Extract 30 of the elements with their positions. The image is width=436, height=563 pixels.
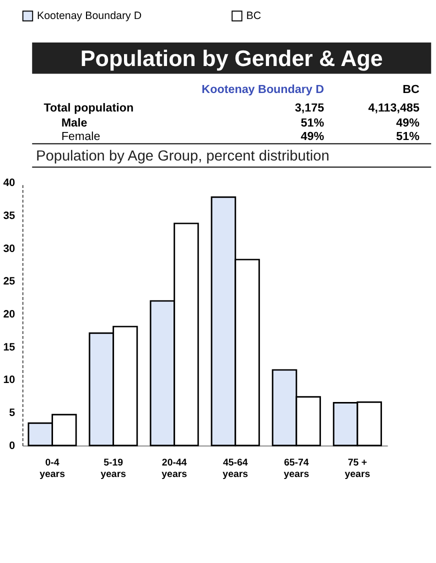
y-tick-label: 25 [3,276,16,288]
chart-title: Population by Gender & Age [80,46,383,71]
text: 51% [396,130,420,143]
x-tick-label: 75 + years [344,457,370,480]
text: Male [61,116,88,130]
text: 49% [300,130,325,143]
y-tick-label: 20 [3,308,16,320]
text: 51% [300,116,325,130]
y-tick-label: 15 [3,341,16,354]
y-tick-label: 5 [9,407,16,420]
text: 4,113,485 [368,102,420,115]
x-tick-label: 65-74 years [284,457,310,480]
legend-label: BC [246,10,262,22]
text: BC [402,83,420,96]
text: Female [61,130,100,143]
x-tick-label: 45-64 years [222,457,248,480]
x-tick-label: 5-19 years [100,457,126,480]
text: Kootenay Boundary D [202,83,324,96]
x-tick-label: 0-4 years [40,457,65,480]
chart-subtitle: Population by Age Group, percent distribution [36,148,330,164]
text: 3,175 [294,102,325,115]
text: Total population [44,102,134,115]
y-tick-label: 35 [3,210,16,222]
y-tick-label: 10 [3,374,16,386]
y-tick-label: 30 [3,242,16,255]
legend-label: Kootenay Boundary D [36,10,142,22]
y-tick-label: 40 [3,177,16,190]
y-tick-label: 0 [9,440,16,452]
x-tick-label: 20-44 years [162,457,188,480]
text: 49% [396,116,420,130]
